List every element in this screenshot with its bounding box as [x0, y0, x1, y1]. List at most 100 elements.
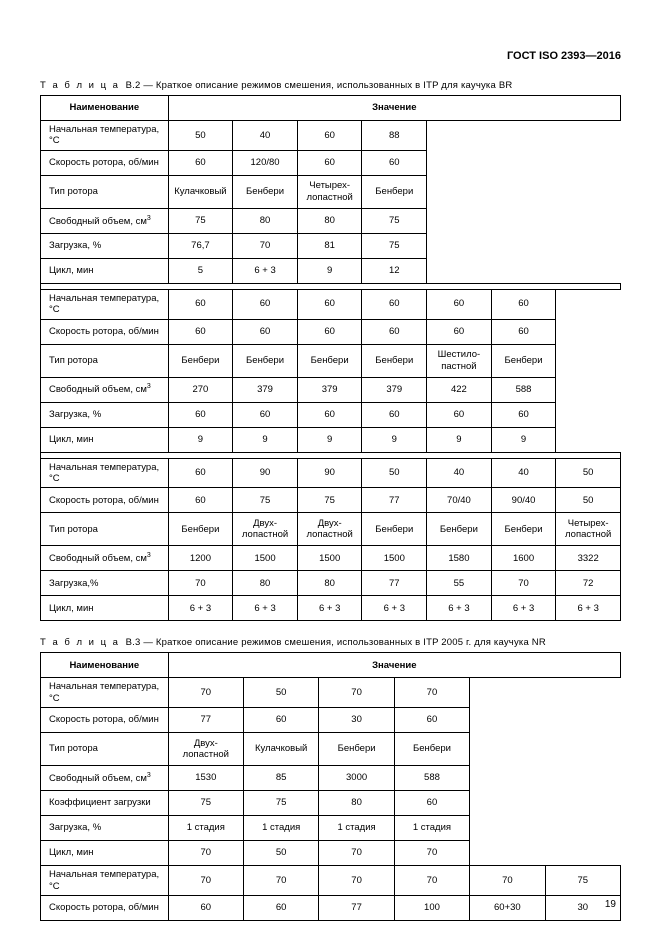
cell: 90: [297, 458, 362, 488]
cell: Бенбери: [427, 513, 492, 546]
row-label: Загрузка, %: [41, 233, 169, 258]
cell: 60: [168, 895, 243, 920]
cell: 80: [297, 208, 362, 233]
cell: 75: [168, 208, 233, 233]
cell: 30: [319, 708, 394, 733]
cell: 90: [233, 458, 298, 488]
cell: Бенбери: [491, 513, 556, 546]
empty-region: [470, 678, 621, 866]
row-label: Скорость ротора, об/мин: [41, 150, 169, 175]
cell: 9: [362, 427, 427, 452]
row-label: Скорость ротора, об/мин: [41, 895, 169, 920]
table-header-row: Наименование Значение: [41, 653, 621, 678]
cell: 77: [362, 571, 427, 596]
cell: 3322: [556, 546, 621, 571]
page-number: 19: [605, 899, 616, 910]
cell: 80: [319, 791, 394, 816]
cell: 70: [168, 841, 243, 866]
cell: 60: [233, 289, 298, 319]
cell: Бенбери: [297, 344, 362, 377]
cell: 60: [243, 895, 318, 920]
cell: Двух-лопастной: [168, 733, 243, 766]
col-value: Значение: [168, 653, 620, 678]
cell: 70: [394, 866, 469, 896]
cell: Четырех-лопастной: [297, 175, 362, 208]
row-label: Свободный объем, см3: [41, 377, 169, 402]
cell: 70: [470, 866, 545, 896]
cell: 6 + 3: [233, 258, 298, 283]
cell: 270: [168, 377, 233, 402]
cell: 120/80: [233, 150, 298, 175]
cell: 60+30: [470, 895, 545, 920]
cell: 88: [362, 121, 427, 151]
cell: Четырех-лопастной: [556, 513, 621, 546]
cell: 75: [362, 233, 427, 258]
cell: 70: [243, 866, 318, 896]
cell: 12: [362, 258, 427, 283]
cell: 100: [394, 895, 469, 920]
cell: 75: [168, 791, 243, 816]
col-value: Значение: [168, 96, 620, 121]
row-label: Свободный объем, см3: [41, 546, 169, 571]
cell: 1500: [362, 546, 427, 571]
cell: 50: [362, 458, 427, 488]
cell: Двух-лопастной: [233, 513, 298, 546]
cell: 60: [427, 402, 492, 427]
cell: 6 + 3: [491, 596, 556, 621]
cell: 40: [233, 121, 298, 151]
cell: 75: [362, 208, 427, 233]
row-label: Коэффициент загрузки: [41, 791, 169, 816]
cell: 60: [233, 402, 298, 427]
cell: 422: [427, 377, 492, 402]
cell: 55: [427, 571, 492, 596]
cell: 9: [491, 427, 556, 452]
cell: 60: [297, 150, 362, 175]
table-b2: Наименование Значение Начальная температ…: [40, 95, 621, 621]
cell: 70: [319, 678, 394, 708]
cell: Кулачковый: [168, 175, 233, 208]
cell: 9: [168, 427, 233, 452]
cell: 60: [297, 319, 362, 344]
cell: 1 стадия: [243, 816, 318, 841]
table-header-row: Наименование Значение: [41, 96, 621, 121]
row-label: Скорость ротора, об/мин: [41, 488, 169, 513]
cell: 75: [243, 791, 318, 816]
cell: 70: [394, 678, 469, 708]
row-label: Тип ротора: [41, 344, 169, 377]
cell: 6 + 3: [556, 596, 621, 621]
cell: 1500: [297, 546, 362, 571]
cell: 70: [168, 571, 233, 596]
cell: 1 стадия: [168, 816, 243, 841]
cell: Шестило-пастной: [427, 344, 492, 377]
cell: 6 + 3: [297, 596, 362, 621]
cell: Бенбери: [233, 344, 298, 377]
row-label: Начальная температура, °С: [41, 458, 169, 488]
cell: 60: [168, 319, 233, 344]
cell: 60: [297, 121, 362, 151]
cell: 60: [427, 289, 492, 319]
cell: 1580: [427, 546, 492, 571]
row-label: Цикл, мин: [41, 596, 169, 621]
cell: 6 + 3: [362, 596, 427, 621]
cell: 60: [168, 458, 233, 488]
cell: 72: [556, 571, 621, 596]
cell: 80: [233, 208, 298, 233]
row-label: Свободный объем, см3: [41, 766, 169, 791]
cell: 77: [362, 488, 427, 513]
cell: 80: [233, 571, 298, 596]
cell: 379: [362, 377, 427, 402]
cell: 50: [556, 458, 621, 488]
cell: Бенбери: [233, 175, 298, 208]
cell: 60: [491, 319, 556, 344]
cell: Бенбери: [491, 344, 556, 377]
caption-text: В.3 — Краткое описание режимов смешения,…: [126, 637, 546, 648]
table-b3-caption: Т а б л и ц а В.3 — Краткое описание реж…: [40, 637, 621, 648]
row-label: Загрузка,%: [41, 571, 169, 596]
row-label: Скорость ротора, об/мин: [41, 319, 169, 344]
col-name: Наименование: [41, 96, 169, 121]
cell: 1530: [168, 766, 243, 791]
cell: 50: [243, 841, 318, 866]
cell: 6 + 3: [427, 596, 492, 621]
row-label: Цикл, мин: [41, 841, 169, 866]
cell: 60: [362, 289, 427, 319]
